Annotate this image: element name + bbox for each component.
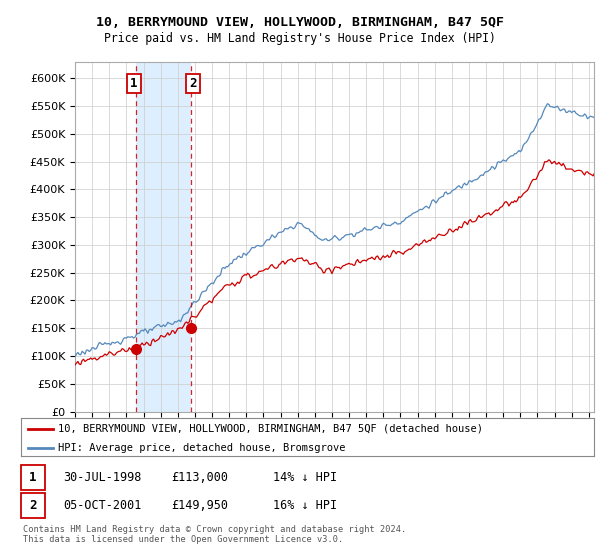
Text: 1: 1 xyxy=(130,77,137,90)
Text: £149,950: £149,950 xyxy=(171,498,228,512)
Text: 2: 2 xyxy=(29,498,37,512)
Text: 14% ↓ HPI: 14% ↓ HPI xyxy=(273,470,337,484)
Text: Price paid vs. HM Land Registry's House Price Index (HPI): Price paid vs. HM Land Registry's House … xyxy=(104,32,496,45)
Text: HPI: Average price, detached house, Bromsgrove: HPI: Average price, detached house, Brom… xyxy=(58,443,346,453)
Text: 2: 2 xyxy=(190,77,197,90)
Text: 10, BERRYMOUND VIEW, HOLLYWOOD, BIRMINGHAM, B47 5QF (detached house): 10, BERRYMOUND VIEW, HOLLYWOOD, BIRMINGH… xyxy=(58,424,483,434)
Text: 10, BERRYMOUND VIEW, HOLLYWOOD, BIRMINGHAM, B47 5QF: 10, BERRYMOUND VIEW, HOLLYWOOD, BIRMINGH… xyxy=(96,16,504,29)
Text: 30-JUL-1998: 30-JUL-1998 xyxy=(63,470,142,484)
Text: 16% ↓ HPI: 16% ↓ HPI xyxy=(273,498,337,512)
Bar xyxy=(136,62,191,412)
Text: Contains HM Land Registry data © Crown copyright and database right 2024.
This d: Contains HM Land Registry data © Crown c… xyxy=(23,525,406,544)
Text: 1: 1 xyxy=(29,470,37,484)
Text: £113,000: £113,000 xyxy=(171,470,228,484)
Text: 05-OCT-2001: 05-OCT-2001 xyxy=(63,498,142,512)
